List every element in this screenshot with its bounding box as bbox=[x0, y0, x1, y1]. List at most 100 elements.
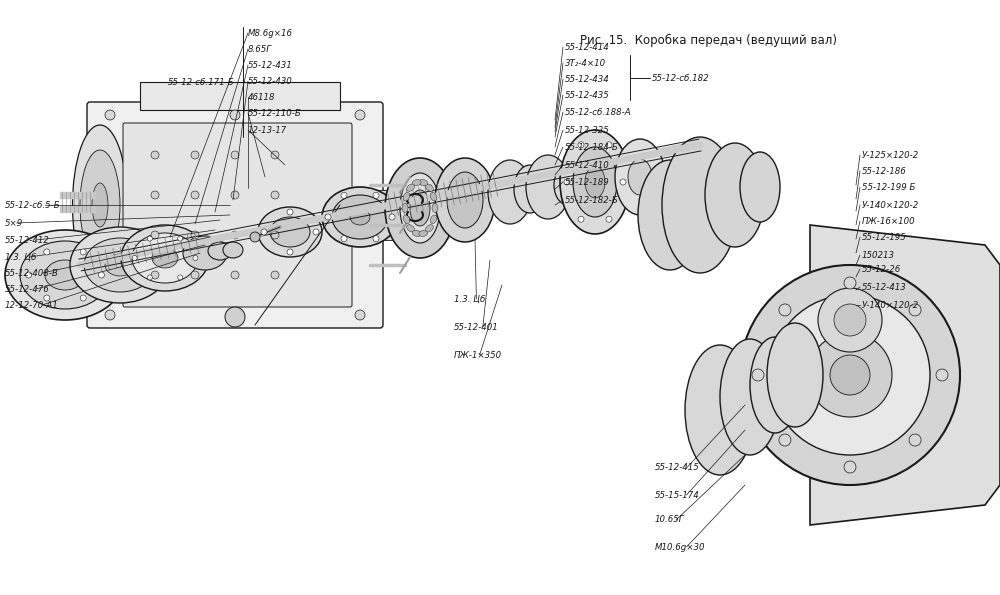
Circle shape bbox=[909, 304, 921, 316]
Circle shape bbox=[844, 277, 856, 289]
Text: 55-12-434: 55-12-434 bbox=[565, 74, 610, 83]
Circle shape bbox=[191, 271, 199, 279]
Ellipse shape bbox=[402, 203, 408, 212]
FancyBboxPatch shape bbox=[123, 123, 352, 307]
Ellipse shape bbox=[407, 225, 415, 232]
Text: 55-12-325: 55-12-325 bbox=[565, 126, 610, 134]
Circle shape bbox=[578, 142, 584, 148]
Ellipse shape bbox=[105, 254, 135, 276]
Circle shape bbox=[341, 192, 347, 198]
Circle shape bbox=[606, 142, 612, 148]
Circle shape bbox=[373, 236, 379, 242]
Text: 55-12-сб.171-Б: 55-12-сб.171-Б bbox=[168, 77, 235, 86]
Ellipse shape bbox=[685, 345, 755, 475]
Circle shape bbox=[341, 236, 347, 242]
Ellipse shape bbox=[92, 183, 108, 227]
Ellipse shape bbox=[132, 233, 198, 283]
Ellipse shape bbox=[400, 173, 440, 243]
Ellipse shape bbox=[403, 192, 410, 201]
Ellipse shape bbox=[412, 230, 421, 236]
Circle shape bbox=[250, 232, 260, 242]
Circle shape bbox=[44, 249, 50, 255]
Ellipse shape bbox=[223, 242, 243, 258]
Circle shape bbox=[231, 231, 239, 239]
Ellipse shape bbox=[322, 187, 398, 247]
Ellipse shape bbox=[73, 125, 128, 285]
Polygon shape bbox=[810, 225, 1000, 525]
Circle shape bbox=[178, 275, 183, 280]
Ellipse shape bbox=[45, 260, 85, 290]
Text: 55-12-401: 55-12-401 bbox=[454, 322, 499, 331]
Ellipse shape bbox=[767, 323, 823, 427]
Ellipse shape bbox=[403, 215, 410, 224]
Ellipse shape bbox=[425, 225, 433, 232]
Ellipse shape bbox=[435, 158, 495, 242]
Text: 55-12-184-Б: 55-12-184-Б bbox=[565, 142, 619, 152]
Circle shape bbox=[147, 236, 152, 241]
Ellipse shape bbox=[488, 160, 532, 224]
Text: Рис. 15.  Коробка передач (ведущий вал): Рис. 15. Коробка передач (ведущий вал) bbox=[580, 33, 837, 46]
Text: 5×9: 5×9 bbox=[5, 218, 23, 227]
Ellipse shape bbox=[5, 230, 125, 320]
Ellipse shape bbox=[20, 241, 110, 309]
Ellipse shape bbox=[183, 236, 227, 270]
Ellipse shape bbox=[720, 339, 780, 455]
Circle shape bbox=[355, 110, 365, 120]
Circle shape bbox=[105, 310, 115, 320]
Ellipse shape bbox=[447, 172, 483, 228]
Text: 10.65Г: 10.65Г bbox=[655, 515, 684, 525]
Ellipse shape bbox=[332, 195, 388, 239]
Circle shape bbox=[132, 255, 137, 261]
Ellipse shape bbox=[585, 166, 605, 198]
Circle shape bbox=[606, 216, 612, 223]
Ellipse shape bbox=[80, 150, 120, 260]
Text: 55-12-189: 55-12-189 bbox=[565, 177, 610, 186]
Ellipse shape bbox=[385, 158, 455, 258]
Circle shape bbox=[151, 271, 159, 279]
Ellipse shape bbox=[740, 265, 960, 485]
Text: 55-12-110-Б: 55-12-110-Б bbox=[248, 108, 302, 117]
Circle shape bbox=[230, 110, 240, 120]
Ellipse shape bbox=[830, 355, 870, 395]
Text: М10.6g×30: М10.6g×30 bbox=[655, 543, 706, 552]
Ellipse shape bbox=[270, 217, 310, 247]
Text: 8.65Г: 8.65Г bbox=[248, 45, 272, 54]
Text: 46118: 46118 bbox=[248, 92, 276, 102]
Ellipse shape bbox=[526, 155, 570, 219]
Circle shape bbox=[191, 231, 199, 239]
Ellipse shape bbox=[628, 159, 652, 195]
Circle shape bbox=[564, 179, 570, 185]
Text: 55-12-412: 55-12-412 bbox=[5, 236, 50, 245]
Ellipse shape bbox=[740, 152, 780, 222]
Circle shape bbox=[271, 271, 279, 279]
Text: 55-12-186: 55-12-186 bbox=[862, 167, 907, 176]
Text: 1.3. Цб: 1.3. Цб bbox=[454, 295, 485, 303]
Text: 55-12-430: 55-12-430 bbox=[248, 77, 293, 86]
Circle shape bbox=[225, 307, 245, 327]
Ellipse shape bbox=[419, 180, 428, 186]
Circle shape bbox=[325, 214, 331, 220]
Circle shape bbox=[26, 272, 32, 278]
Circle shape bbox=[151, 151, 159, 159]
Text: ПЖ-16×100: ПЖ-16×100 bbox=[862, 217, 916, 226]
Ellipse shape bbox=[152, 248, 178, 268]
Ellipse shape bbox=[70, 227, 170, 303]
Text: 55-12-431: 55-12-431 bbox=[248, 61, 293, 70]
Bar bbox=[140, 82, 340, 110]
Text: М8.6g×16: М8.6g×16 bbox=[248, 29, 293, 37]
Ellipse shape bbox=[554, 165, 582, 205]
Ellipse shape bbox=[425, 184, 433, 192]
Circle shape bbox=[779, 304, 791, 316]
Circle shape bbox=[231, 191, 239, 199]
Circle shape bbox=[44, 295, 50, 301]
Circle shape bbox=[271, 191, 279, 199]
Ellipse shape bbox=[750, 337, 800, 433]
Ellipse shape bbox=[615, 139, 665, 215]
Text: 55-12-476: 55-12-476 bbox=[5, 284, 50, 293]
Circle shape bbox=[313, 229, 319, 235]
Ellipse shape bbox=[638, 160, 702, 270]
Circle shape bbox=[230, 310, 240, 320]
Circle shape bbox=[271, 231, 279, 239]
Circle shape bbox=[151, 191, 159, 199]
Circle shape bbox=[80, 295, 86, 301]
